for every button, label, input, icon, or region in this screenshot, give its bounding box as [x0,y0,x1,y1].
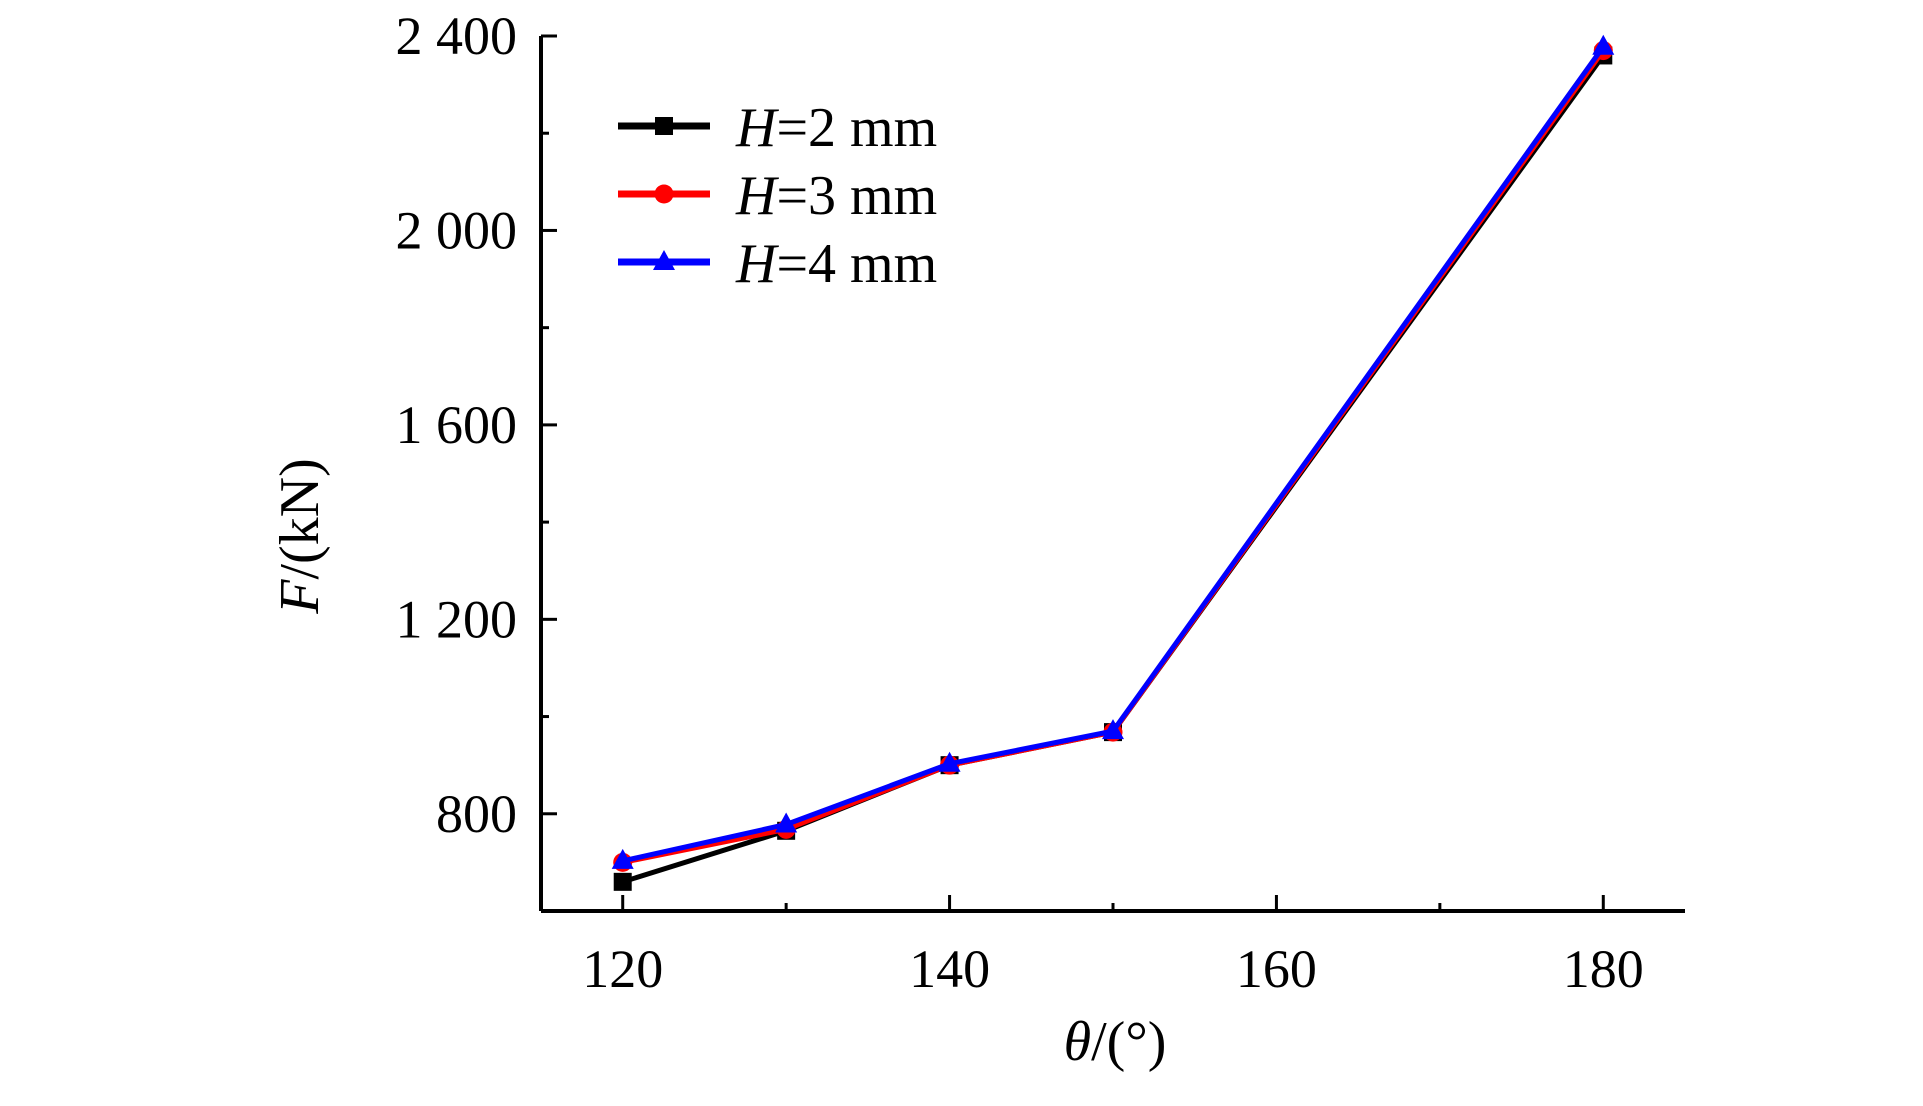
legend-label-variable: H [735,165,779,227]
legend-entry: H=4 mm [618,233,937,295]
x-tick-label: 180 [1563,939,1644,999]
series-layer [611,34,1615,891]
x-tick-label: 160 [1236,939,1317,999]
legend-marker [654,184,674,204]
legend-marker [653,250,675,270]
y-tick-label: 1 200 [396,589,518,649]
y-axis-title: F/(kN) [269,458,331,615]
data-point [775,812,798,833]
data-point [1592,34,1615,55]
legend-entry: H=2 mm [618,97,937,159]
legend: H=2 mmH=3 mmH=4 mm [618,97,937,295]
legend-label: H=2 mm [735,97,937,159]
y-tick-label: 1 600 [396,395,518,455]
x-tick-label: 140 [909,939,990,999]
x-axis-title: θ/(°) [1064,1011,1167,1073]
x-tick-label: 120 [582,939,663,999]
legend-label: H=4 mm [735,233,937,295]
x-axis-variable: θ [1064,1011,1092,1073]
y-tick-label: 2 400 [396,6,518,66]
data-point [613,872,632,891]
legend-label-value: =2 mm [776,97,937,159]
legend-marker [655,117,673,135]
y-axis-unit: /(kN) [269,458,331,579]
series-3 [611,34,1615,869]
y-tick-label: 2 000 [396,200,518,260]
axes: 120 140 160 180 800 1 200 1 600 2 000 2 400 [396,6,1685,999]
legend-label: H=3 mm [735,165,937,227]
y-axis-variable: F [269,579,331,615]
legend-label-variable: H [735,233,779,295]
legend-label-value: =4 mm [776,233,937,295]
legend-label-value: =3 mm [776,165,937,227]
data-point [611,848,634,869]
legend-entry: H=3 mm [618,165,937,227]
x-axis-unit: /(°) [1091,1011,1166,1073]
legend-label-variable: H [735,97,779,159]
y-tick-label: 800 [436,784,517,844]
data-point [938,751,961,772]
data-point [1102,719,1124,740]
